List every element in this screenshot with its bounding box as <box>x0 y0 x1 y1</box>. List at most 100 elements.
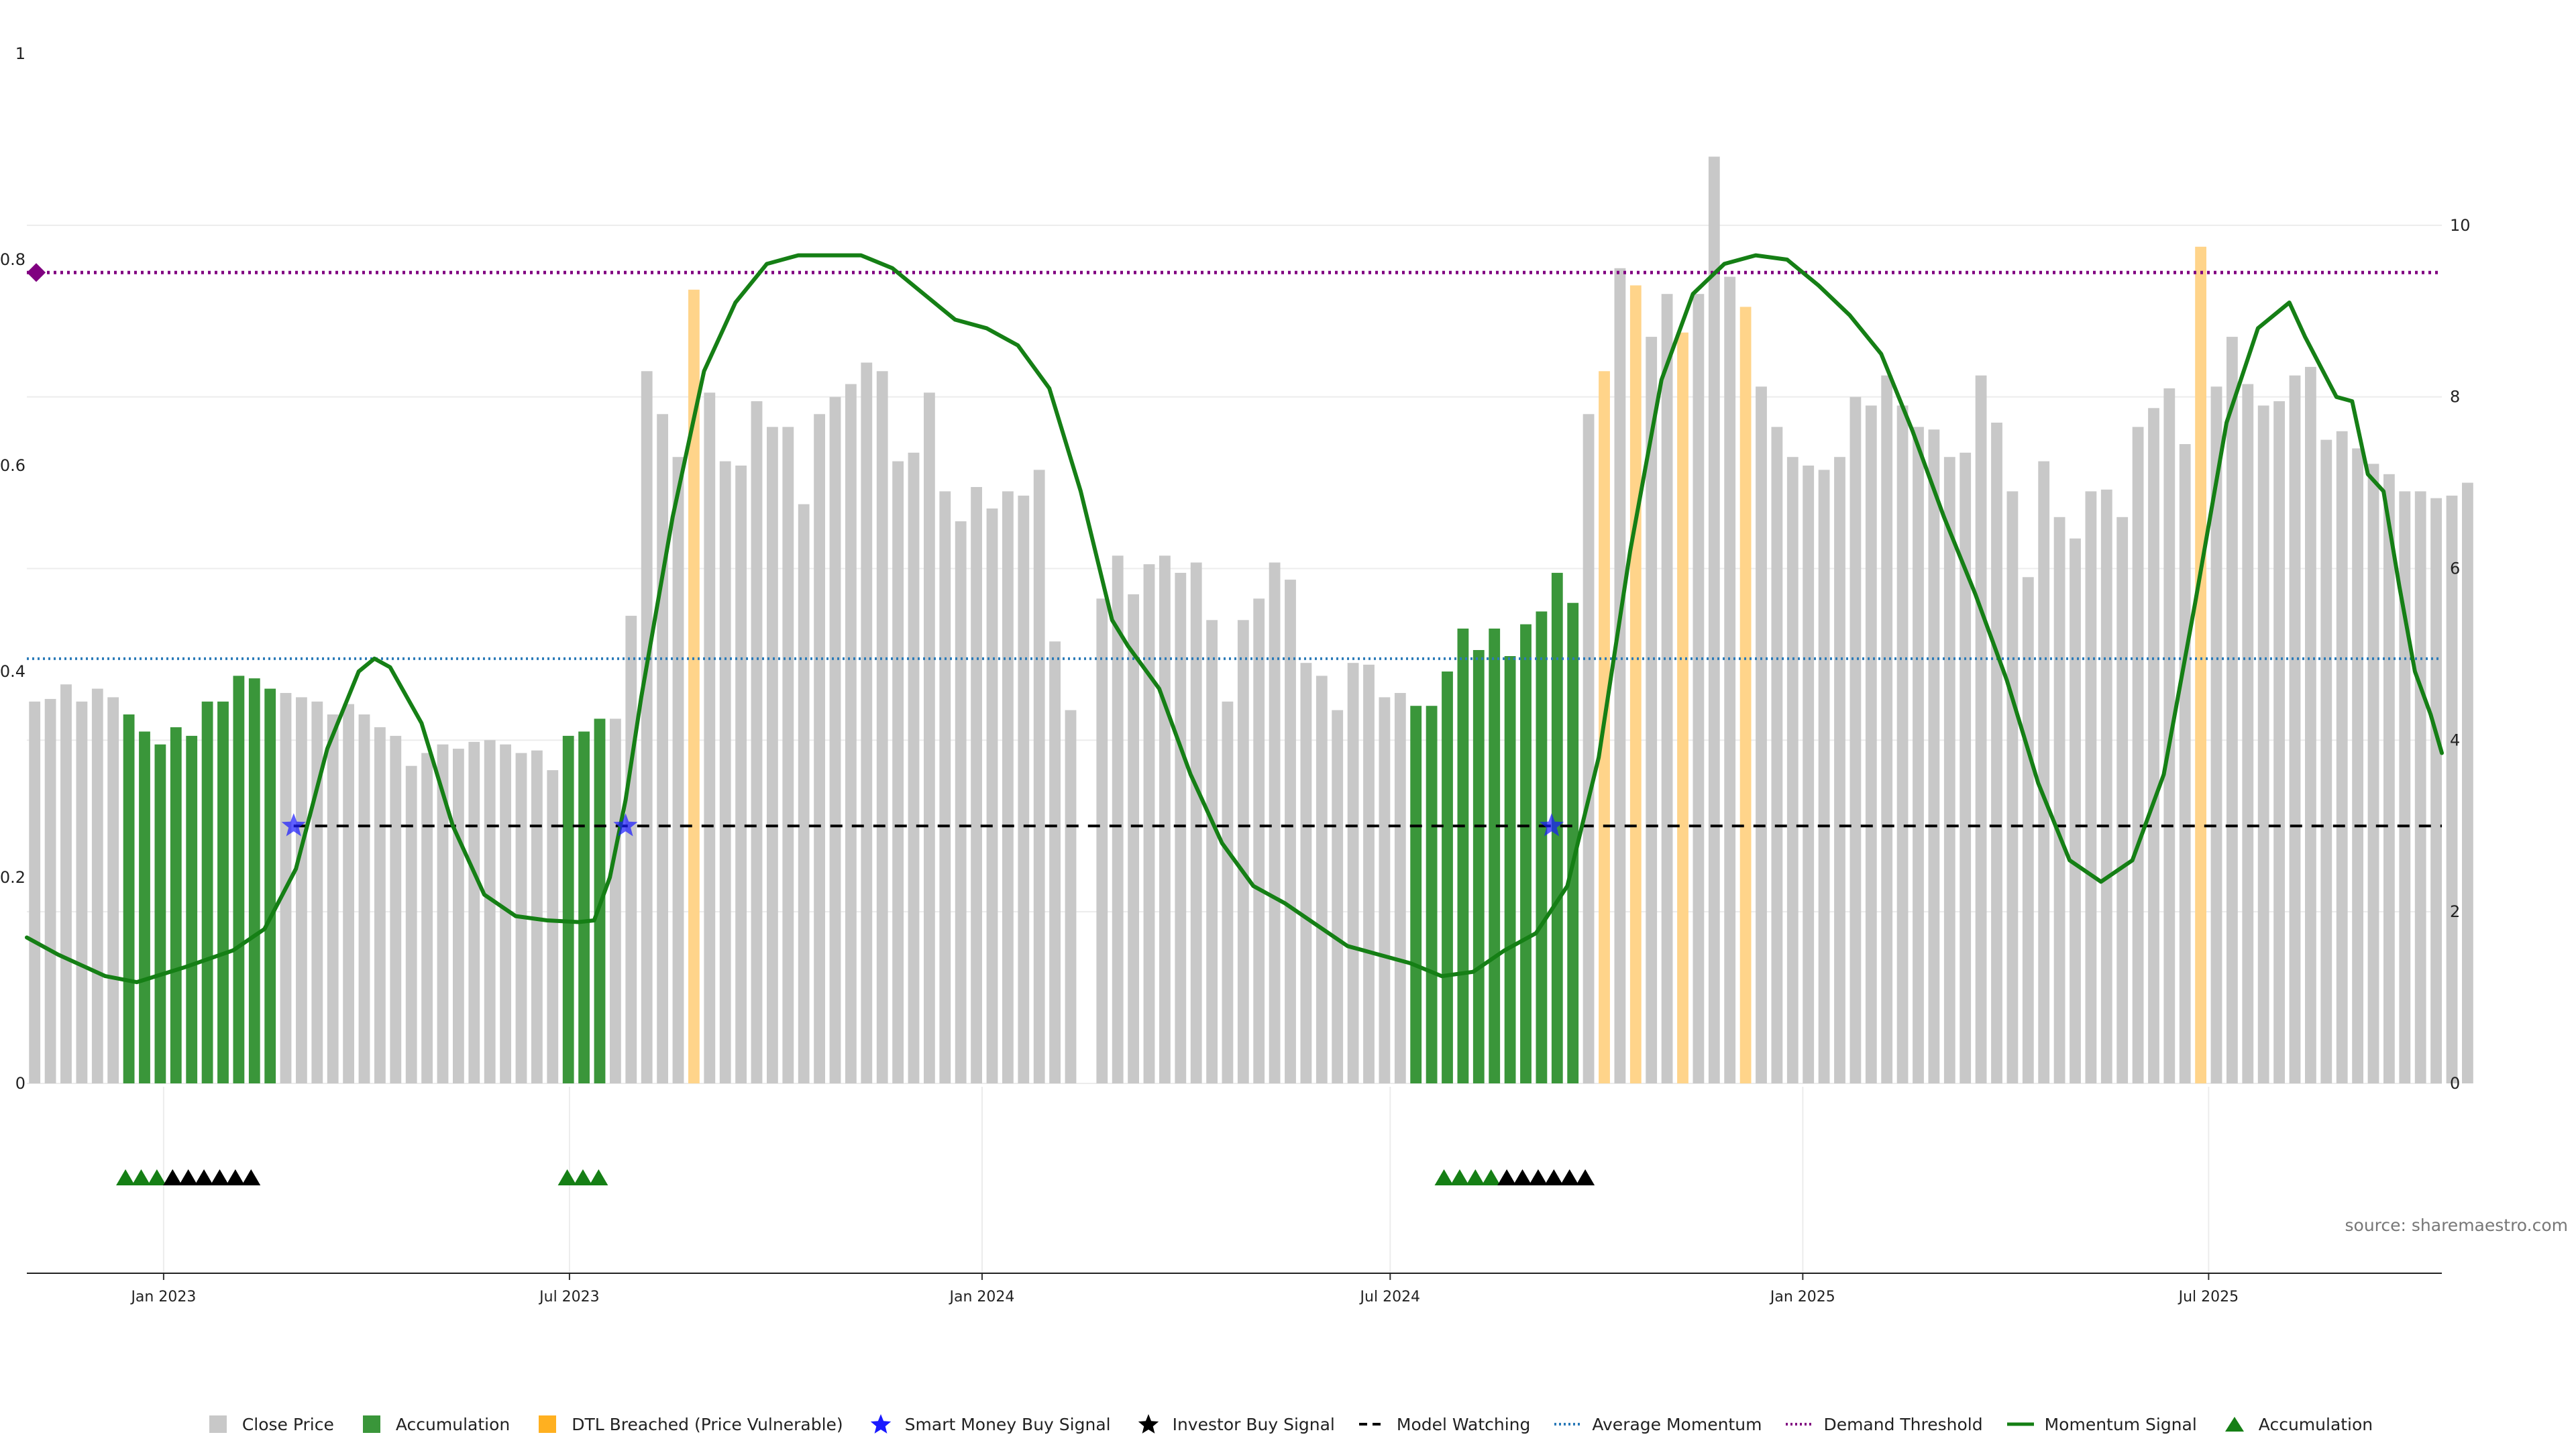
investor-buy-triangle <box>1513 1169 1532 1185</box>
close-price-bar <box>2367 464 2379 1083</box>
close-price-bar <box>2399 491 2411 1083</box>
close-price-bar <box>657 414 668 1084</box>
legend-symbol-square <box>539 1415 557 1433</box>
x-tick-label: Jul 2024 <box>1359 1289 1421 1305</box>
close-price-bar <box>782 427 794 1083</box>
smart-money-buy-star <box>613 813 638 837</box>
accumulation-bar <box>1551 572 1563 1083</box>
close-price-bar <box>2462 482 2473 1083</box>
legend-symbol-dotted <box>1554 1423 1582 1426</box>
legend-item: Accumulation <box>2220 1414 2373 1434</box>
close-price-bar <box>1960 452 1972 1083</box>
right-tick-label: 6 <box>2450 559 2460 578</box>
close-price-bar <box>2022 577 2034 1083</box>
accumulation-bar <box>1536 611 1548 1083</box>
close-price-bar <box>672 457 684 1083</box>
close-price-bar <box>1394 693 1406 1083</box>
close-price-bar <box>500 744 511 1083</box>
dtl-breached-bar <box>1629 285 1642 1083</box>
legend-item: Model Watching <box>1358 1414 1530 1434</box>
dtl-breached-bar <box>1677 332 1688 1084</box>
close-price-bar <box>1582 414 1595 1084</box>
close-price-bar <box>751 401 763 1083</box>
close-price-bar <box>2038 461 2050 1083</box>
accumulation-bar <box>1567 602 1579 1083</box>
dtl-breached-bar <box>2195 246 2206 1083</box>
accumulation-triangle <box>1481 1169 1501 1185</box>
legend-swatch <box>870 1414 891 1434</box>
accumulation-triangle <box>557 1169 577 1185</box>
close-price-bar <box>625 615 637 1083</box>
close-price-bar <box>1285 580 1296 1083</box>
legend-label: Accumulation <box>2258 1414 2373 1434</box>
legend: Close Price Accumulation DTL Breached (Pri… <box>0 1414 2576 1434</box>
accumulation-bar <box>1472 650 1485 1083</box>
accumulation-bar <box>1426 706 1438 1083</box>
close-price-bar <box>390 735 402 1083</box>
close-price-bar <box>2430 498 2442 1083</box>
legend-swatch <box>1138 1414 1159 1434</box>
x-tick-label: Jan 2023 <box>129 1289 196 1305</box>
close-price-bar <box>2320 439 2332 1083</box>
close-price-bar <box>2414 491 2426 1083</box>
close-price-bar <box>1018 495 1030 1083</box>
close-price-bar <box>2242 384 2254 1083</box>
legend-item: Average Momentum <box>1553 1414 1762 1434</box>
close-price-bar <box>2226 337 2238 1084</box>
close-price-bar <box>735 466 747 1083</box>
investor-buy-triangle <box>1560 1169 1579 1185</box>
accumulation-bar <box>170 727 182 1083</box>
legend-item: Momentum Signal <box>2006 1414 2197 1434</box>
accumulation-triangle <box>1450 1169 1469 1185</box>
axes: Jan 2023 Jul 2023 Jan 2024 Jul 2024 Jan 2025… <box>0 44 2471 1305</box>
close-price-bar <box>547 770 559 1083</box>
x-tick-label: Jul 2025 <box>2178 1289 2239 1305</box>
accumulation-bar <box>264 688 276 1083</box>
legend-swatch <box>2224 1417 2244 1432</box>
close-price-bar <box>2257 405 2269 1083</box>
right-tick-label: 10 <box>2450 216 2471 235</box>
close-price-bar <box>405 765 417 1083</box>
close-price-bar <box>2273 401 2285 1083</box>
legend-symbol-square <box>209 1415 227 1433</box>
close-price-bar <box>2305 366 2316 1083</box>
close-price-bar <box>2053 517 2065 1083</box>
close-price-bar <box>641 371 653 1083</box>
close-price-bar <box>1614 268 1626 1083</box>
close-price-bar <box>1316 676 1328 1083</box>
accumulation-triangle <box>1466 1169 1485 1185</box>
accumulation-bar <box>217 701 229 1083</box>
momentum-signal-line <box>25 253 2444 985</box>
close-price-bar <box>1991 423 2002 1083</box>
close-price-bar <box>1896 405 1909 1083</box>
close-price-bar <box>1881 375 1893 1084</box>
close-price-bar <box>60 684 72 1083</box>
accumulation-bar <box>562 735 574 1083</box>
close-price-bar <box>1190 562 1202 1083</box>
investor-buy-triangle <box>178 1169 198 1185</box>
close-price-bar <box>814 414 825 1084</box>
close-price-bar <box>845 384 857 1083</box>
legend-label: DTL Breached (Price Vulnerable) <box>572 1414 843 1434</box>
close-price-bar <box>374 727 386 1083</box>
legend-item: Close Price <box>203 1414 334 1434</box>
accumulation-triangle <box>573 1169 592 1185</box>
close-price-bar <box>1112 555 1124 1083</box>
close-price-bar <box>1222 701 1234 1083</box>
close-price-bar <box>1206 620 1218 1084</box>
accumulation-triangle <box>589 1169 608 1185</box>
accumulation-bar <box>139 731 150 1083</box>
right-tick-label: 2 <box>2450 902 2460 921</box>
close-price-bar <box>29 701 41 1083</box>
close-price-bar <box>1771 427 1783 1083</box>
right-tick-label: 0 <box>2450 1074 2460 1093</box>
close-price-bar <box>2070 538 2081 1083</box>
left-tick-label: 0 <box>15 1074 25 1093</box>
close-price-bar <box>2116 517 2129 1083</box>
source-label: source: sharemaestro.com <box>2345 1216 2569 1235</box>
close-price-bar <box>437 744 449 1083</box>
legend-item: Smart Money Buy Signal <box>866 1414 1111 1434</box>
close-price-bar <box>1363 664 1375 1083</box>
close-price-bar <box>798 504 810 1083</box>
accumulation-bar <box>1504 656 1516 1083</box>
